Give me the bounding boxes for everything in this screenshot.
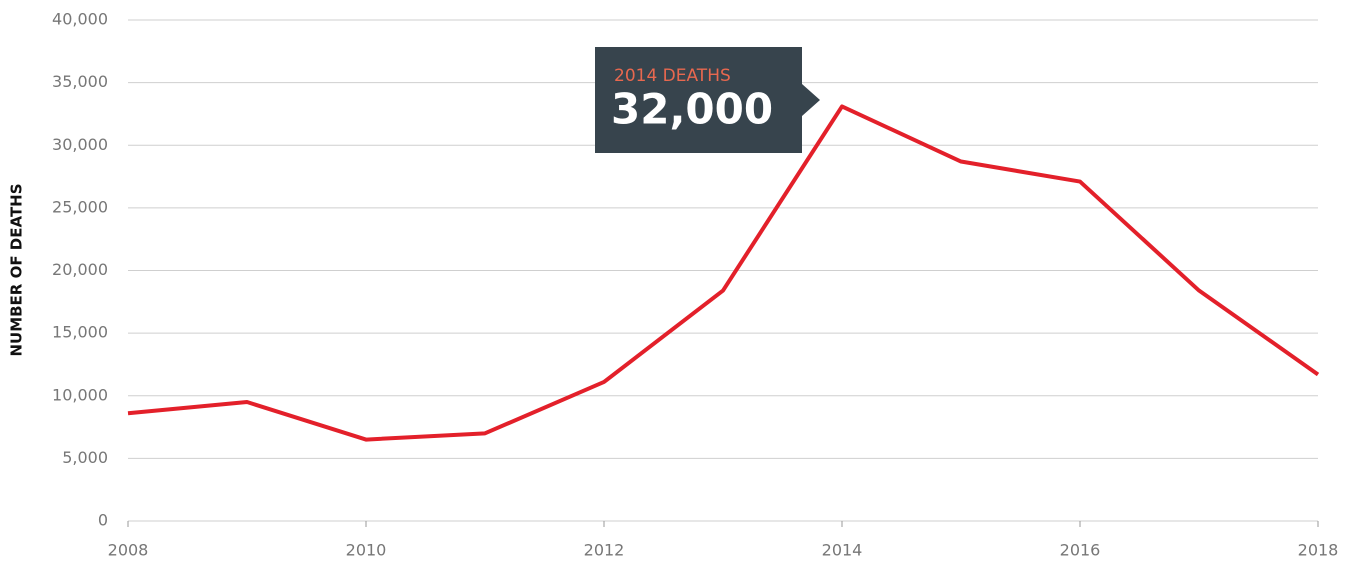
y-tick-label: 40,000 <box>52 10 108 29</box>
x-tick-label: 2010 <box>346 541 387 560</box>
y-tick-label: 15,000 <box>52 323 108 342</box>
annotation: 2014 DEATHS 32,000 <box>595 47 820 153</box>
x-tick-label: 2014 <box>822 541 863 560</box>
y-tick-label: 20,000 <box>52 260 108 279</box>
data-line <box>127 104 1320 442</box>
x-tick-label: 2012 <box>584 541 625 560</box>
x-tick-label: 2008 <box>108 541 149 560</box>
y-tick-label: 0 <box>98 511 108 530</box>
y-axis-label: NUMBER OF DEATHS <box>8 183 26 356</box>
annotation-title: 2014 DEATHS <box>614 66 731 86</box>
annotation-text: 32,000 <box>611 85 773 134</box>
x-tick-label: 2016 <box>1060 541 1101 560</box>
y-tick-label: 35,000 <box>52 72 108 91</box>
y-tick-label: 10,000 <box>52 385 108 404</box>
annotation-pointer <box>802 84 820 116</box>
x-tick-label: 2018 <box>1298 541 1339 560</box>
y-tick-label: 5,000 <box>62 448 108 467</box>
y-tick-label: 30,000 <box>52 135 108 154</box>
annotation-box <box>595 47 802 153</box>
y-tick-label: 25,000 <box>52 197 108 216</box>
